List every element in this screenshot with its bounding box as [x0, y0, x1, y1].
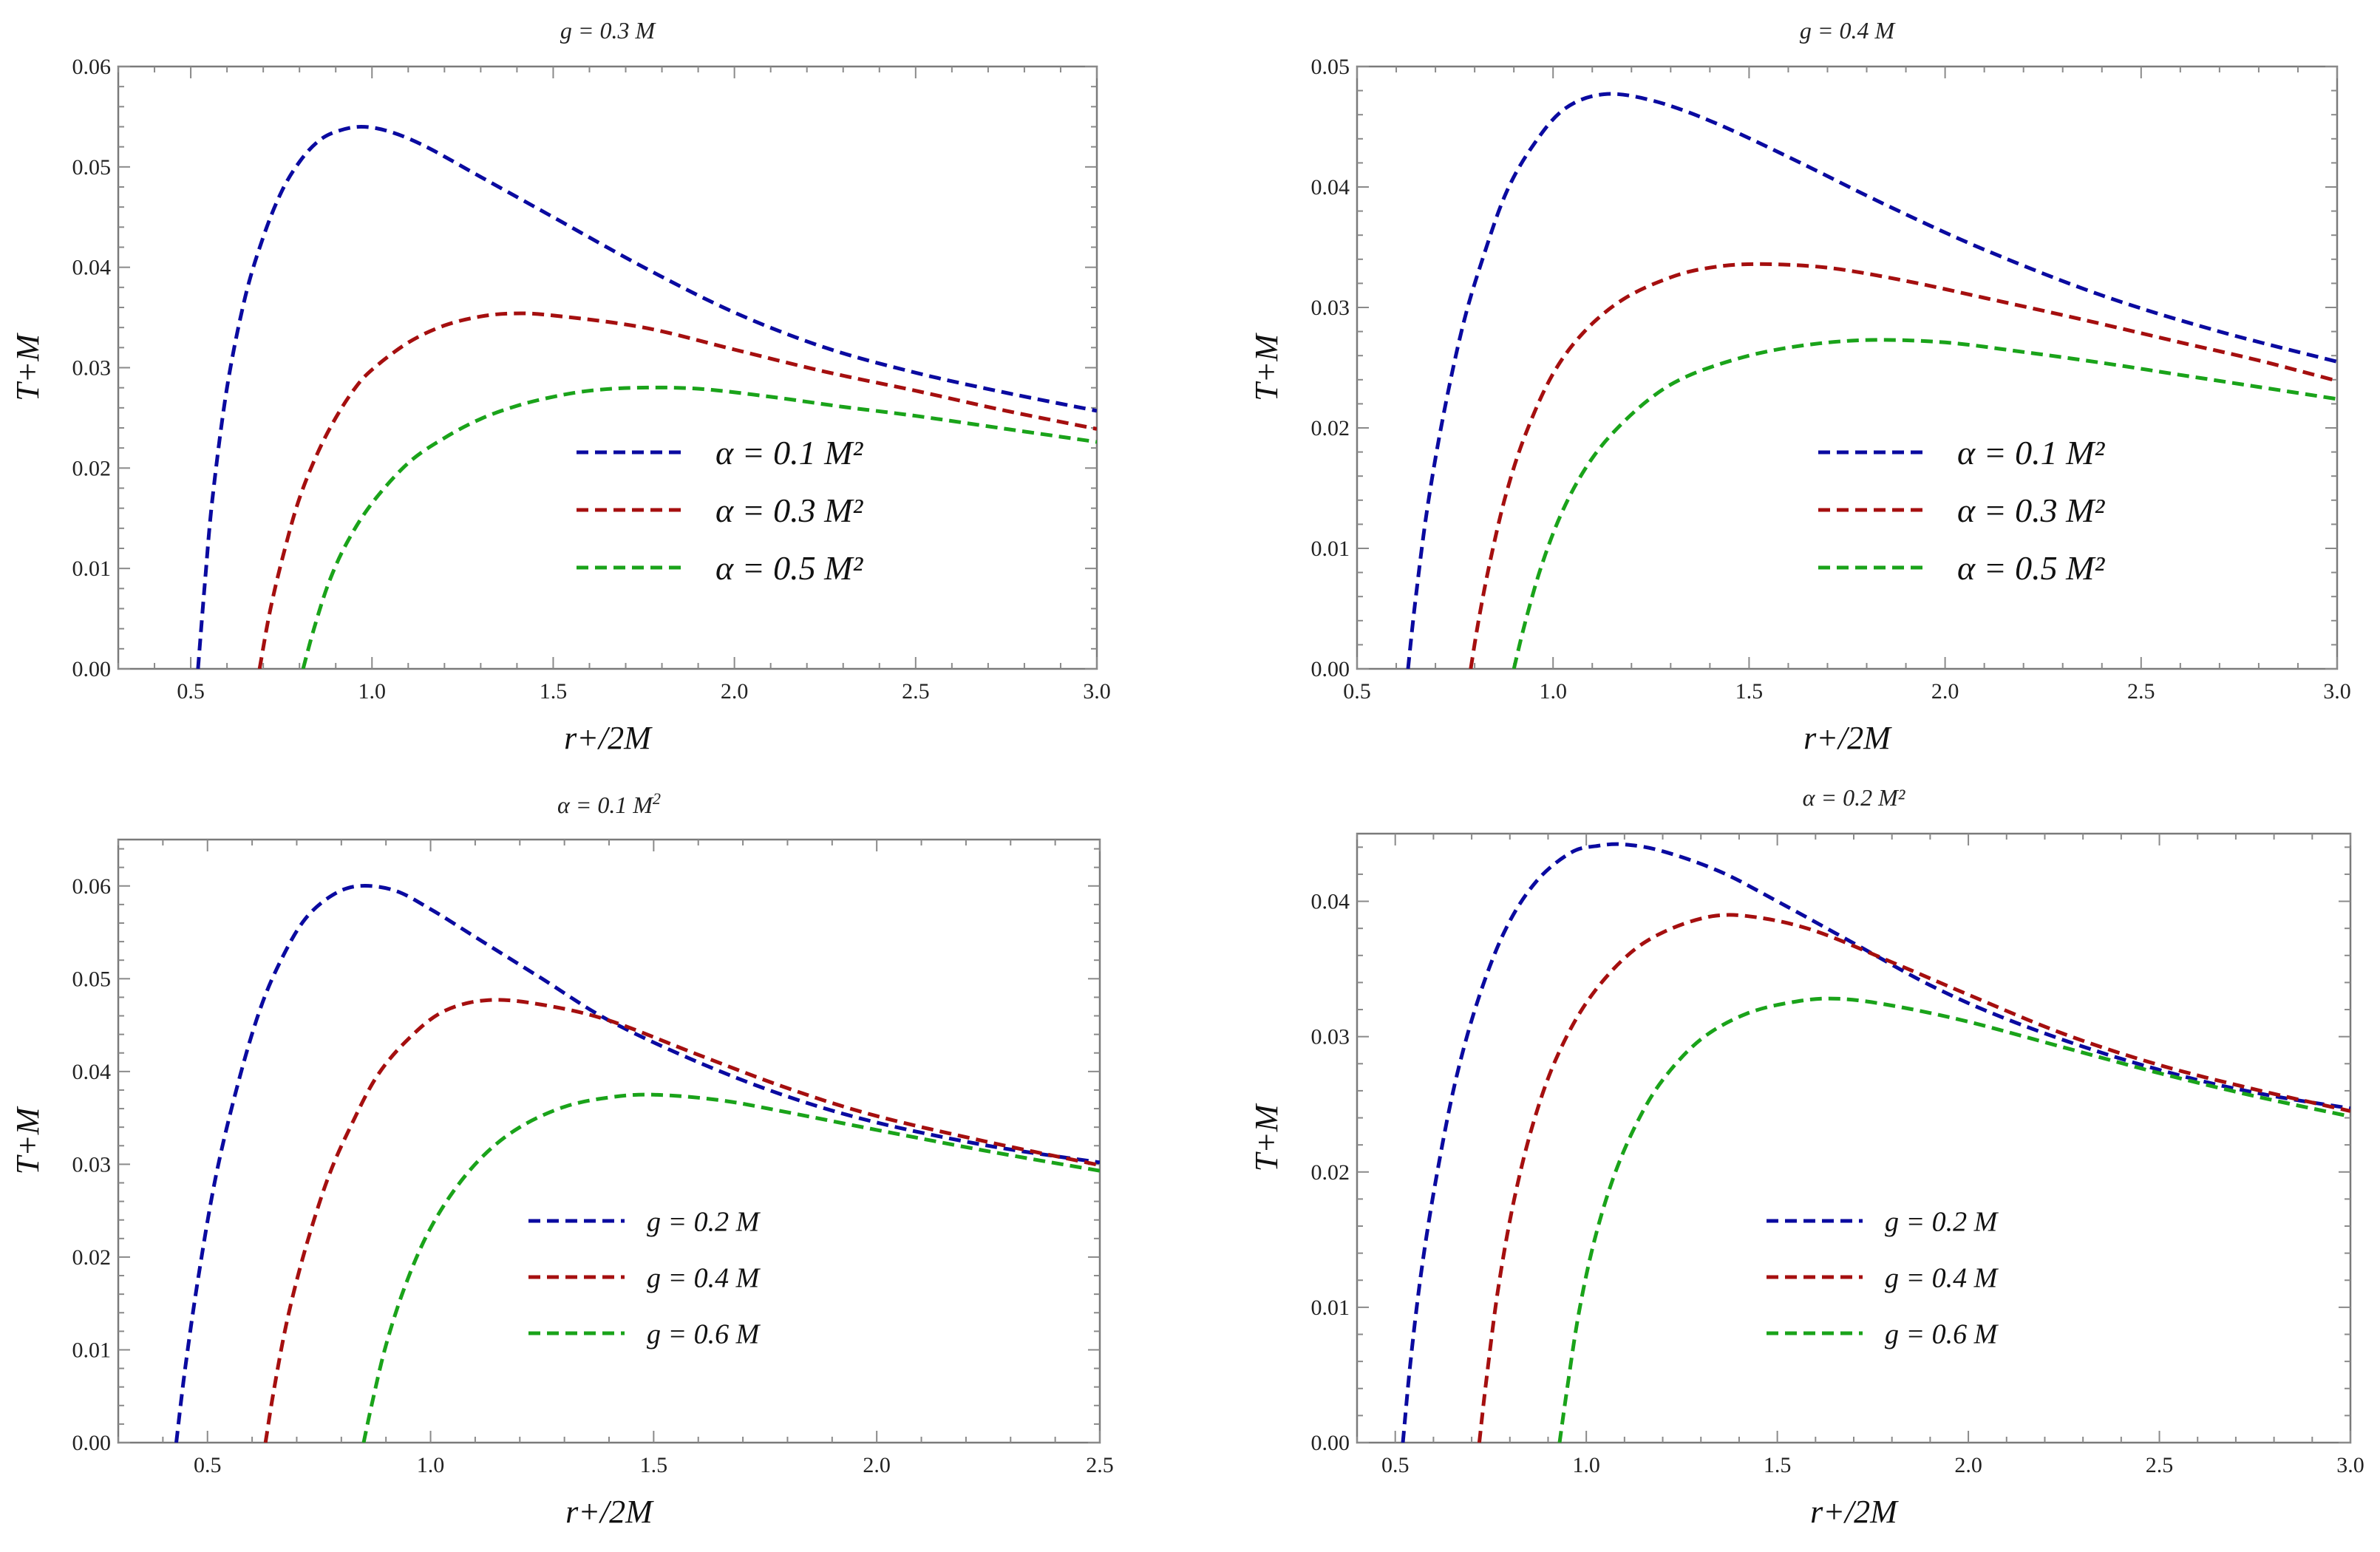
x-tick-label: 0.5	[177, 679, 205, 704]
x-tick-label: 1.5	[540, 679, 568, 704]
legend-label-3: g = 0.6 M	[647, 1318, 761, 1350]
x-tick-label: 1.0	[1539, 679, 1567, 704]
x-tick-label: 2.0	[1954, 1453, 1982, 1477]
chart-panel-2: g = 0.4 M 0.5 1.0 1.5 2.0 2.5 3.0 0.00 0.01 0.02 0…	[1248, 17, 2351, 756]
x-tick-label: 2.0	[863, 1453, 891, 1477]
x-tick-label: 1.0	[358, 679, 387, 704]
y-tick-label: 0.01	[72, 557, 112, 581]
plot-frame	[117, 65, 1098, 670]
y-tick-label: 0.01	[1311, 537, 1350, 561]
legend: α = 0.1 M² α = 0.3 M² α = 0.5 M²	[1818, 434, 2106, 587]
legend-label-1: g = 0.2 M	[647, 1206, 761, 1237]
legend-label-3: α = 0.5 M²	[715, 549, 864, 587]
y-tick-label: 0.01	[1311, 1296, 1350, 1320]
y-tick-label: 0.06	[72, 874, 112, 899]
chart-panel-3: α = 0.1 M2 0.5 1.0 1.5 2.0 2.5 0.00 0.01 0.02 0.0…	[10, 789, 1114, 1531]
chart-panel-1: g = 0.3 M 0.5 1.0 1.5 2.0 2.5 3.0 0.00 0.01 0.02 0…	[10, 17, 1111, 756]
y-tick-label: 0.02	[72, 456, 112, 480]
x-tick-label: 3.0	[2323, 679, 2351, 704]
y-axis-label: T+M	[1248, 333, 1285, 401]
plot-frame	[117, 838, 1101, 1444]
y-tick-label: 0.06	[72, 55, 112, 79]
y-tick-label: 0.04	[1311, 890, 1350, 914]
x-tick-label: 2.0	[721, 679, 749, 704]
y-tick-label: 0.03	[72, 1152, 112, 1177]
legend-label-2: α = 0.3 M²	[715, 491, 864, 529]
series-line-3	[361, 1092, 1100, 1443]
series-line-1	[1401, 842, 2350, 1443]
y-tick-label: 0.05	[72, 155, 112, 180]
x-tick-label: 0.5	[1343, 679, 1371, 704]
y-tick-label: 0.00	[1311, 1431, 1350, 1455]
legend-label-1: α = 0.1 M²	[715, 434, 864, 472]
x-tick-label: 2.5	[1086, 1453, 1114, 1477]
legend: g = 0.2 M g = 0.4 M g = 0.6 M	[528, 1206, 761, 1350]
y-tick-label: 0.05	[1311, 55, 1350, 79]
plot-frame	[1356, 65, 2339, 670]
legend-label-2: α = 0.3 M²	[1957, 491, 2106, 529]
x-tick-label: 1.0	[417, 1453, 445, 1477]
legend-label-3: g = 0.6 M	[1885, 1318, 1999, 1350]
chart-title: g = 0.3 M	[560, 17, 657, 44]
series-line-2	[1469, 262, 2337, 669]
x-tick-label: 2.5	[2146, 1453, 2174, 1477]
series-line-1	[196, 124, 1097, 669]
x-tick-label: 2.5	[902, 679, 930, 704]
y-tick-label: 0.04	[72, 1060, 112, 1084]
y-tick-label: 0.00	[72, 1431, 112, 1455]
y-axis-label: T+M	[10, 333, 46, 401]
series-line-2	[257, 311, 1097, 669]
series-line-2	[1477, 913, 2350, 1443]
y-axis-label: T+M	[10, 1106, 46, 1174]
legend-label-2: g = 0.4 M	[647, 1262, 761, 1293]
x-tick-label: 2.5	[2127, 679, 2155, 704]
series-line-1	[174, 884, 1100, 1443]
y-tick-label: 0.05	[72, 967, 112, 991]
x-tick-label: 3.0	[2336, 1453, 2364, 1477]
legend-label-2: g = 0.4 M	[1885, 1262, 1999, 1293]
x-tick-label: 1.5	[1735, 679, 1764, 704]
y-axis-label: T+M	[1248, 1103, 1285, 1171]
chart-title: g = 0.4 M	[1800, 17, 1897, 44]
series-line-3	[1512, 338, 2337, 669]
y-tick-label: 0.02	[72, 1245, 112, 1270]
y-tick-label: 0.02	[1311, 416, 1350, 440]
x-axis-label: r+/2M	[1803, 720, 1892, 756]
chart-panel-4: α = 0.2 M² 0.5 1.0 1.5 2.0 2.5 3.0 0.00 0.01 0.02…	[1248, 784, 2364, 1530]
legend-label-3: α = 0.5 M²	[1957, 549, 2106, 587]
y-tick-label: 0.03	[72, 356, 112, 381]
y-tick-label: 0.02	[1311, 1160, 1350, 1185]
chart-title: α = 0.2 M²	[1803, 784, 1906, 811]
title-superscript: 2	[653, 789, 661, 808]
x-axis-label: r+/2M	[565, 1494, 654, 1530]
x-tick-label: 1.0	[1572, 1453, 1600, 1477]
y-tick-label: 0.03	[1311, 1025, 1350, 1049]
y-tick-label: 0.03	[1311, 296, 1350, 320]
series-line-1	[1406, 92, 2337, 669]
x-tick-label: 2.0	[1931, 679, 1959, 704]
y-tick-label: 0.01	[72, 1338, 112, 1362]
y-tick-label: 0.04	[1311, 175, 1350, 200]
legend: g = 0.2 M g = 0.4 M g = 0.6 M	[1767, 1206, 1999, 1350]
chart-title: α = 0.1 M2	[557, 789, 661, 819]
y-tick-label: 0.00	[1311, 657, 1350, 681]
x-tick-label: 1.5	[640, 1453, 668, 1477]
series-line-3	[301, 385, 1097, 669]
y-tick-label: 0.04	[72, 256, 112, 280]
legend-label-1: g = 0.2 M	[1885, 1206, 1999, 1237]
legend-label-1: α = 0.1 M²	[1957, 434, 2106, 472]
x-tick-label: 0.5	[1381, 1453, 1410, 1477]
legend: α = 0.1 M² α = 0.3 M² α = 0.5 M²	[577, 434, 864, 587]
series-line-3	[1557, 996, 2350, 1443]
y-tick-label: 0.00	[72, 657, 112, 681]
x-axis-label: r+/2M	[564, 720, 653, 756]
series-line-2	[263, 998, 1100, 1443]
x-axis-label: r+/2M	[1810, 1494, 1899, 1530]
x-tick-label: 0.5	[194, 1453, 222, 1477]
plot-frame	[1356, 832, 2352, 1444]
x-tick-label: 1.5	[1764, 1453, 1792, 1477]
x-tick-label: 3.0	[1083, 679, 1111, 704]
